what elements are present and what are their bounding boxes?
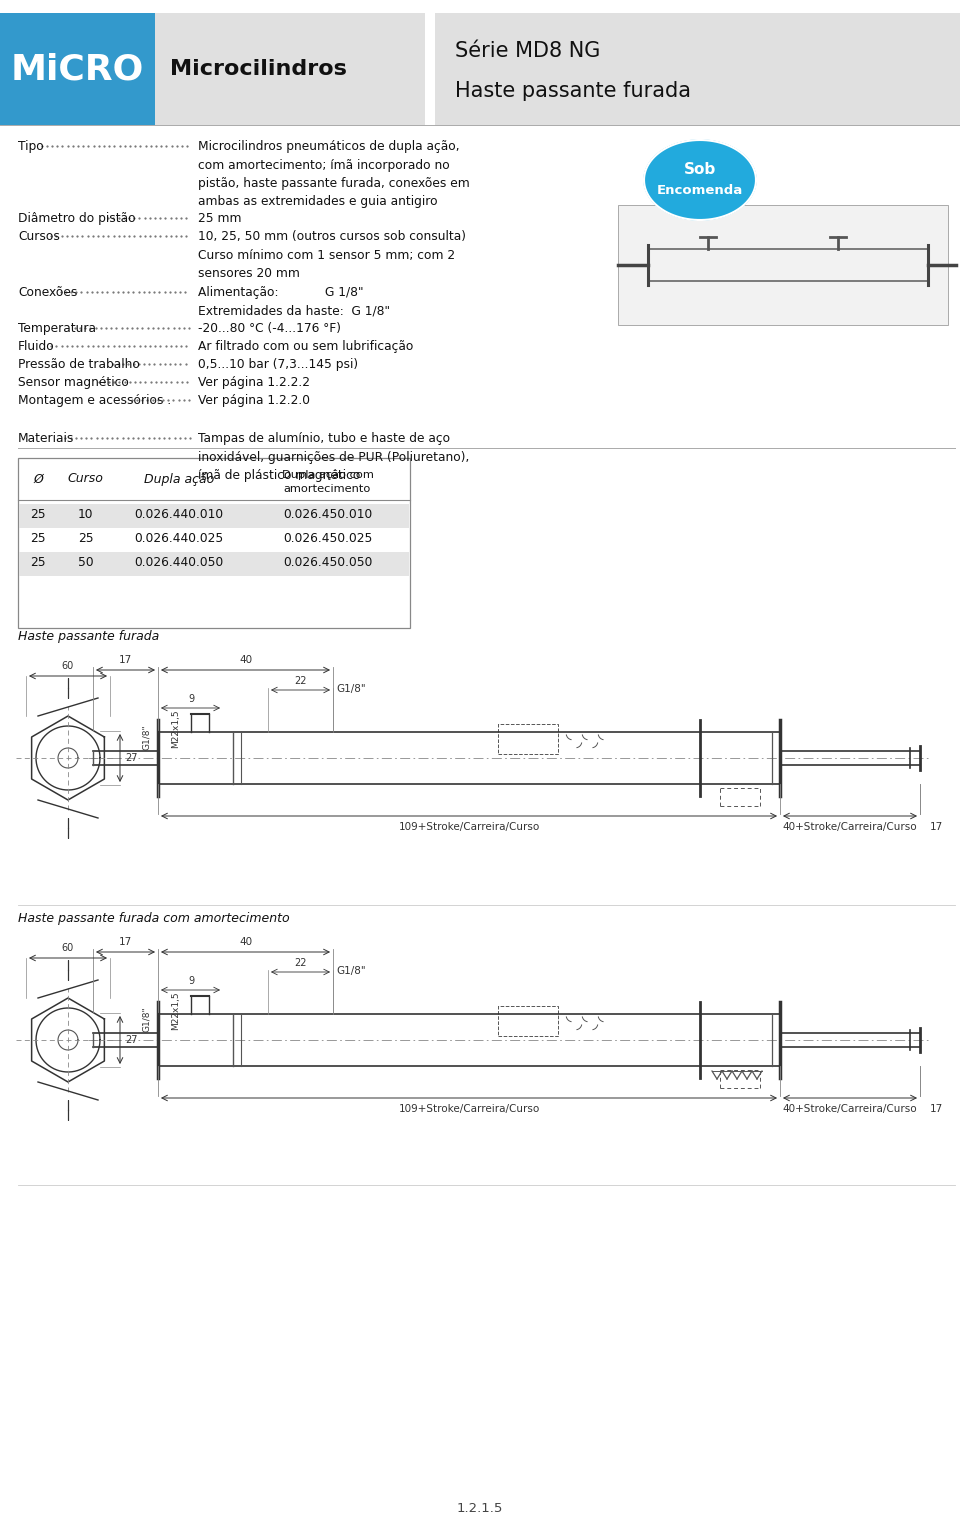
Text: 40: 40 (239, 654, 252, 665)
Text: Tipo: Tipo (18, 140, 44, 152)
Text: 9: 9 (188, 695, 194, 704)
Text: 17: 17 (119, 654, 132, 665)
Text: 0.026.450.010: 0.026.450.010 (283, 508, 372, 521)
Text: 109+Stroke/Carreira/Curso: 109+Stroke/Carreira/Curso (398, 1104, 540, 1113)
Text: 40+Stroke/Carreira/Curso: 40+Stroke/Carreira/Curso (782, 1104, 918, 1113)
Text: 10: 10 (78, 508, 93, 521)
FancyBboxPatch shape (19, 504, 409, 528)
Text: 109+Stroke/Carreira/Curso: 109+Stroke/Carreira/Curso (398, 822, 540, 832)
Text: M22x1,5: M22x1,5 (172, 992, 180, 1030)
Text: Ver página 1.2.2.0: Ver página 1.2.2.0 (198, 394, 310, 407)
FancyBboxPatch shape (0, 12, 155, 125)
Text: Haste passante furada: Haste passante furada (455, 82, 691, 102)
Text: Encomenda: Encomenda (657, 183, 743, 197)
Text: Série MD8 NG: Série MD8 NG (455, 42, 600, 62)
Text: 60: 60 (61, 661, 74, 671)
Text: Tampas de alumínio, tubo e haste de aço
inoxidável, guarnições de PUR (Poliureta: Tampas de alumínio, tubo e haste de aço … (198, 433, 469, 482)
Text: G1/8": G1/8" (141, 1006, 151, 1032)
Text: Ø: Ø (33, 473, 43, 485)
Text: 40: 40 (239, 936, 252, 947)
Text: 22: 22 (295, 958, 307, 969)
Text: 9: 9 (188, 976, 194, 986)
FancyBboxPatch shape (435, 12, 960, 125)
Text: Dupla ação: Dupla ação (144, 473, 214, 485)
Text: 27: 27 (125, 753, 137, 762)
Text: G1/8": G1/8" (141, 724, 151, 750)
Text: 0.026.440.010: 0.026.440.010 (134, 508, 224, 521)
Text: -20...80 °C (-4...176 °F): -20...80 °C (-4...176 °F) (198, 322, 341, 336)
Text: Conexões: Conexões (18, 286, 78, 299)
Text: M22x1,5: M22x1,5 (172, 710, 180, 748)
FancyBboxPatch shape (19, 551, 409, 576)
Text: Haste passante furada com amortecimento: Haste passante furada com amortecimento (18, 912, 290, 926)
Polygon shape (644, 140, 756, 220)
Text: Temperatura: Temperatura (18, 322, 96, 336)
Text: Sensor magnético: Sensor magnético (18, 376, 129, 390)
Text: 0,5...10 bar (7,3...145 psi): 0,5...10 bar (7,3...145 psi) (198, 357, 358, 371)
Text: MiCRO: MiCRO (11, 52, 144, 86)
Text: 17: 17 (930, 822, 944, 832)
Text: Microcilindros pneumáticos de dupla ação,
com amortecimento; ímã incorporado no
: Microcilindros pneumáticos de dupla ação… (198, 140, 469, 208)
Text: Fluido: Fluido (18, 340, 55, 353)
Text: Microcilindros: Microcilindros (170, 59, 347, 79)
Text: 0.026.440.025: 0.026.440.025 (134, 531, 224, 545)
Text: 0.026.450.050: 0.026.450.050 (283, 556, 372, 568)
Text: 0.026.440.050: 0.026.440.050 (134, 556, 224, 568)
Text: amortecimento: amortecimento (284, 484, 372, 494)
Text: Montagem e acessórios .: Montagem e acessórios . (18, 394, 171, 407)
FancyBboxPatch shape (18, 457, 410, 628)
Text: 40+Stroke/Carreira/Curso: 40+Stroke/Carreira/Curso (782, 822, 918, 832)
Text: Sob: Sob (684, 162, 716, 177)
Text: G1/8": G1/8" (336, 966, 366, 976)
Text: Alimentação:            G 1/8"
Extremidades da haste:  G 1/8": Alimentação: G 1/8" Extremidades da hast… (198, 286, 390, 317)
FancyBboxPatch shape (155, 12, 425, 125)
FancyBboxPatch shape (618, 205, 948, 325)
Text: Materiais: Materiais (18, 433, 74, 445)
Text: 17: 17 (930, 1104, 944, 1113)
Text: 25: 25 (30, 508, 46, 521)
Text: Diâmetro do pistão: Diâmetro do pistão (18, 213, 135, 225)
Text: G1/8": G1/8" (336, 684, 366, 695)
Text: Dupla ação com: Dupla ação com (281, 470, 373, 480)
Text: Ar filtrado com ou sem lubrificação: Ar filtrado com ou sem lubrificação (198, 340, 414, 353)
Text: 1.2.1.5: 1.2.1.5 (457, 1502, 503, 1515)
Text: 17: 17 (119, 936, 132, 947)
Text: Cursos: Cursos (18, 229, 60, 243)
Text: 60: 60 (61, 942, 74, 953)
Text: 50: 50 (78, 556, 93, 568)
Text: 0.026.450.025: 0.026.450.025 (283, 531, 372, 545)
Text: 27: 27 (125, 1035, 137, 1046)
Text: 25: 25 (30, 531, 46, 545)
Text: 10, 25, 50 mm (outros cursos sob consulta)
Curso mínimo com 1 sensor 5 mm; com 2: 10, 25, 50 mm (outros cursos sob consult… (198, 229, 466, 280)
Text: Curso: Curso (67, 473, 104, 485)
Text: Pressão de trabalho: Pressão de trabalho (18, 357, 140, 371)
Text: Haste passante furada: Haste passante furada (18, 630, 159, 644)
Text: 25: 25 (78, 531, 93, 545)
Text: 25 mm: 25 mm (198, 213, 242, 225)
Text: 25: 25 (30, 556, 46, 568)
Text: 22: 22 (295, 676, 307, 685)
Text: Ver página 1.2.2.2: Ver página 1.2.2.2 (198, 376, 310, 390)
